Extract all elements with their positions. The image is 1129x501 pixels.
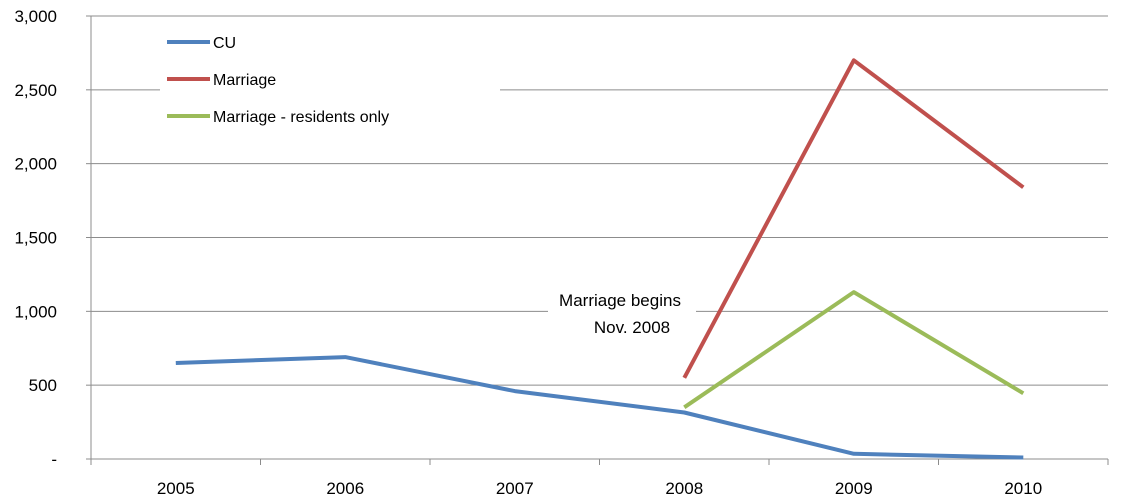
x-tick-label: 2006 — [326, 479, 364, 498]
legend-label: Marriage - residents only — [213, 109, 389, 126]
series-lines — [175, 58, 1025, 460]
y-tick-label: 500 — [29, 376, 57, 395]
legend: CU Marriage Marriage - residents only — [160, 30, 500, 130]
series-line-marriage-residents-only — [683, 290, 1025, 409]
x-tick-label: 2009 — [835, 479, 873, 498]
legend-label: Marriage — [213, 72, 276, 89]
x-tick-label: 2005 — [157, 479, 195, 498]
legend-label: CU — [213, 35, 236, 52]
y-tick-label: 3,000 — [14, 7, 57, 26]
y-tick-label: 2,000 — [14, 155, 57, 174]
annotation-line-1: Marriage begins — [559, 291, 681, 310]
x-axis-ticks: 2005 2006 2007 2008 2009 2010 — [90, 459, 1109, 498]
series-line-marriage — [682, 58, 1025, 379]
y-tick-label: 1,000 — [14, 302, 57, 321]
y-axis-ticks: - 500 1,000 1,500 2,000 2,500 3,000 — [14, 7, 91, 469]
y-tick-label: - — [51, 450, 57, 469]
legend-background — [160, 30, 500, 130]
annotation: Marriage begins Nov. 2008 — [548, 284, 696, 342]
x-tick-label: 2007 — [496, 479, 534, 498]
x-tick-label: 2010 — [1004, 479, 1042, 498]
y-tick-label: 1,500 — [14, 229, 57, 248]
annotation-line-2: Nov. 2008 — [594, 318, 670, 337]
series-line-cu — [175, 355, 1024, 460]
y-tick-label: 2,500 — [14, 81, 57, 100]
annotation-background — [548, 284, 696, 342]
x-tick-label: 2008 — [665, 479, 703, 498]
